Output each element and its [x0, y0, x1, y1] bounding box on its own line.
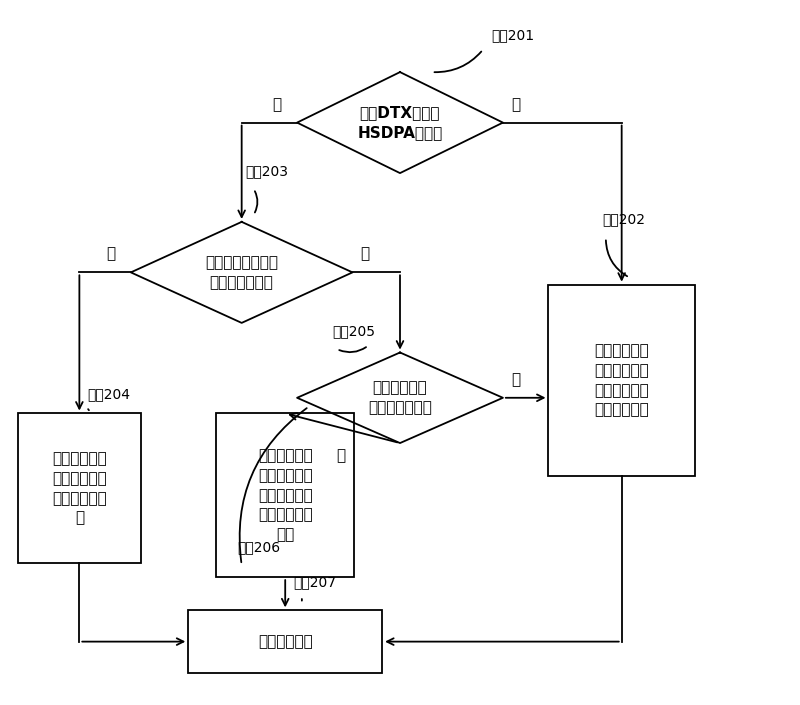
Text: 是: 是: [272, 97, 282, 111]
Text: 步骤207: 步骤207: [293, 575, 336, 589]
Text: 上行DTX模式或
HSDPA模式？: 上行DTX模式或 HSDPA模式？: [358, 105, 442, 140]
Text: 步骤202: 步骤202: [602, 213, 645, 226]
Text: 步骤204: 步骤204: [87, 387, 130, 400]
Text: 当前时刻存在
用户上行信号？: 当前时刻存在 用户上行信号？: [368, 381, 432, 415]
Text: 根据用户的上
行信号信息计
算当前时刻的
业务波束权值: 根据用户的上 行信号信息计 算当前时刻的 业务波束权值: [594, 343, 649, 417]
Text: 步骤203: 步骤203: [246, 164, 289, 178]
Bar: [216, 413, 354, 577]
Text: 上、下行时间间隔
超过时间门限？: 上、下行时间间隔 超过时间门限？: [205, 255, 278, 290]
Text: 是: 是: [511, 372, 520, 387]
Text: 否: 否: [361, 247, 370, 262]
Text: 步骤206: 步骤206: [238, 540, 281, 554]
Text: 是: 是: [106, 247, 115, 262]
Text: 当前时刻的波
束赋形权值采
用上一时刻的
历史业务波束
权值: 当前时刻的波 束赋形权值采 用上一时刻的 历史业务波束 权值: [258, 448, 313, 542]
Text: 步骤201: 步骤201: [491, 28, 534, 42]
Bar: [18, 413, 141, 563]
Text: 否: 否: [337, 448, 346, 463]
Text: 步骤205: 步骤205: [333, 324, 376, 338]
Text: 当前时刻的波
束赋形权值采
用广播波束权
值: 当前时刻的波 束赋形权值采 用广播波束权 值: [52, 451, 106, 525]
Text: 否: 否: [511, 97, 520, 111]
Text: 下行波束赋形: 下行波束赋形: [258, 634, 313, 649]
Bar: [188, 611, 382, 673]
Bar: [549, 285, 695, 476]
